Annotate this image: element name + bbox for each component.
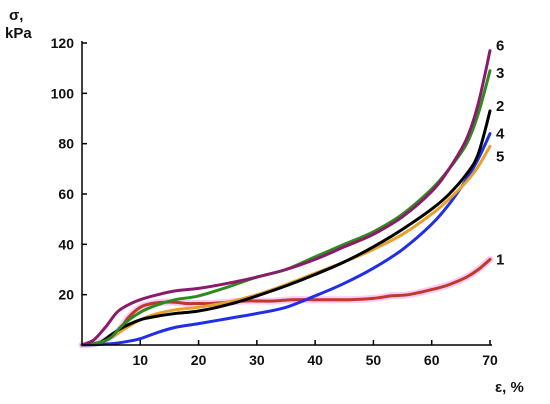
y-axis-title-symbol: σ,	[9, 7, 23, 24]
x-tick-label: 40	[307, 352, 323, 368]
x-tick-label: 70	[482, 352, 498, 368]
series-label-5: 5	[496, 148, 504, 165]
series-6-line	[80, 49, 492, 347]
y-axis-title-unit: kPa	[5, 25, 32, 42]
x-axis-title: ε, %	[495, 379, 524, 396]
series-1-halo	[78, 255, 494, 349]
series-1-line	[80, 257, 492, 347]
series-label-2: 2	[496, 98, 504, 115]
series-4-line	[80, 132, 492, 347]
x-ticks: 10 20 30 40 50 60 70	[132, 340, 498, 368]
x-tick-label: 30	[249, 352, 265, 368]
y-ticks: 20 40 60 80 100 120	[51, 35, 87, 303]
y-tick-label: 20	[58, 287, 74, 303]
y-tick-label: 100	[51, 85, 75, 101]
y-tick-label: 80	[58, 136, 74, 152]
y-tick-label: 120	[51, 35, 75, 51]
series-labels: 1 2 3 4 5 6	[496, 38, 505, 269]
series-label-1: 1	[496, 251, 504, 268]
series-5-line	[80, 144, 492, 347]
y-tick-label: 60	[58, 186, 74, 202]
x-tick-label: 20	[191, 352, 207, 368]
x-tick-label: 60	[424, 352, 440, 368]
series-layer	[78, 49, 494, 349]
axes: 20 40 60 80 100 120 10 20 30 40 50 60 70	[51, 35, 498, 368]
x-tick-label: 10	[132, 352, 148, 368]
y-tick-label: 40	[58, 236, 74, 252]
series-2-line	[80, 109, 492, 347]
series-label-4: 4	[496, 126, 505, 143]
series-label-6: 6	[496, 38, 504, 55]
x-tick-label: 50	[366, 352, 382, 368]
series-label-3: 3	[496, 65, 504, 82]
